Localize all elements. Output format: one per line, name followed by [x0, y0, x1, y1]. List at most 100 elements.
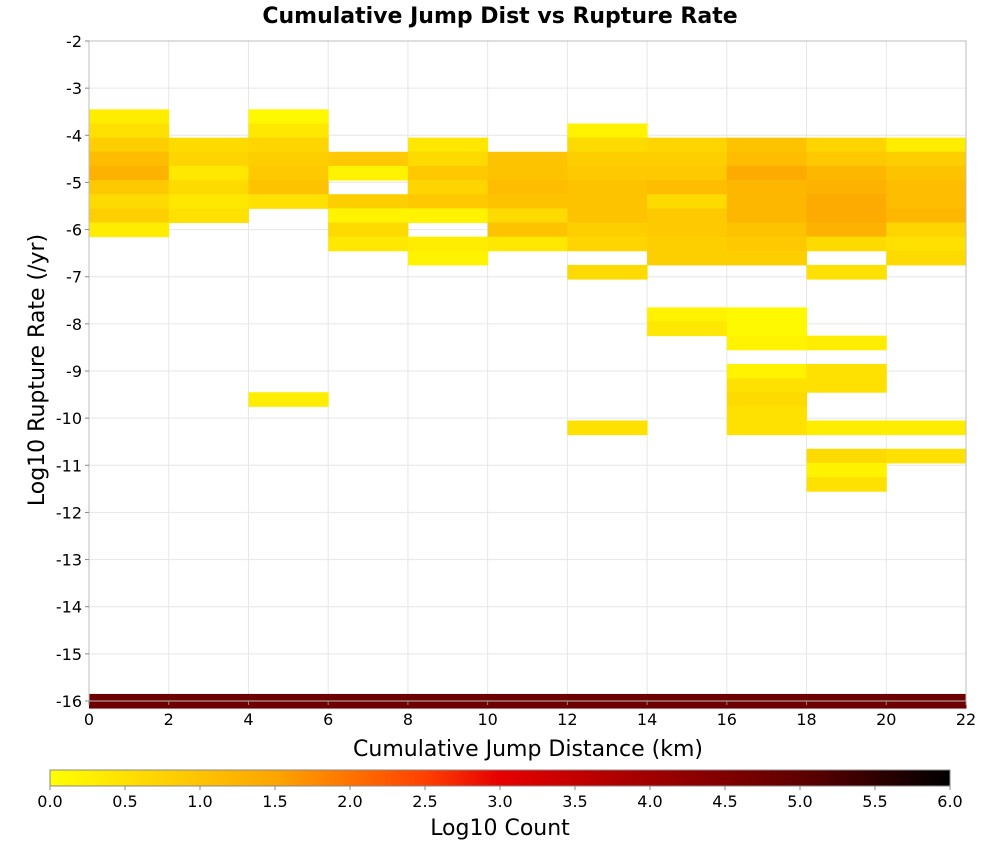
- y-tick-label: -7: [66, 268, 82, 287]
- heatmap-cell: [806, 448, 887, 464]
- x-tick-label: 12: [557, 710, 577, 729]
- x-tick-label: 18: [796, 710, 816, 729]
- y-axis-ticks: -2 -3 -4 -5 -6 -7 -8 -9 -10 -11 -12 -13 -14 -15 -16: [56, 32, 89, 711]
- x-tick-label: 2: [164, 710, 174, 729]
- heatmap-cell: [248, 123, 329, 139]
- heatmap-cell: [806, 420, 887, 436]
- x-tick-label: 16: [717, 710, 737, 729]
- heatmap-cell: [647, 151, 728, 167]
- heatmap-cell: [726, 420, 808, 436]
- x-axis-label: Cumulative Jump Distance (km): [353, 737, 703, 762]
- heatmap-cell: [567, 151, 648, 167]
- heatmap-cell: [248, 392, 329, 407]
- chart-title: Cumulative Jump Dist vs Rupture Rate: [262, 4, 737, 29]
- heatmap-cell: [806, 363, 887, 379]
- heatmap-cell: [567, 420, 648, 436]
- heatmap-cell: [726, 321, 808, 337]
- heatmap-cell: [647, 165, 728, 181]
- heatmap-cell: [726, 165, 808, 181]
- colorbar-tick-label: 1.0: [187, 792, 212, 811]
- colorbar-tick-label: 4.0: [637, 792, 662, 811]
- heatmap-cell: [89, 194, 170, 209]
- colorbar-tick-label: 4.5: [712, 792, 737, 811]
- heatmap-cell: [487, 222, 568, 238]
- heatmap-cell: [806, 264, 887, 280]
- heatmap-cells: [89, 109, 967, 709]
- heatmap-cell: [806, 378, 887, 393]
- heatmap-cell: [806, 462, 887, 478]
- colorbar-tick-label: 2.0: [337, 792, 362, 811]
- y-tick-label: -12: [56, 503, 82, 522]
- y-tick-label: -13: [56, 551, 82, 570]
- heatmap-cell: [567, 180, 648, 195]
- heatmap-cell: [567, 137, 648, 153]
- heatmap-cell: [806, 137, 887, 153]
- heatmap-cell: [89, 137, 170, 153]
- colorbar-tick-label: 0.0: [37, 792, 62, 811]
- heatmap-cell: [168, 137, 249, 153]
- heatmap-cell: [89, 180, 170, 195]
- heatmap-cell: [328, 151, 409, 167]
- heatmap-cell: [567, 194, 648, 209]
- colorbar-tick-label: 6.0: [937, 792, 962, 811]
- y-tick-label: -9: [66, 362, 82, 381]
- heatmap-cell: [726, 392, 808, 407]
- heatmap-cell: [886, 208, 967, 223]
- heatmap-cell: [89, 151, 170, 167]
- y-tick-label: -4: [66, 126, 82, 145]
- heatmap-cell: [89, 165, 170, 181]
- x-tick-label: 10: [477, 710, 497, 729]
- y-tick-label: -10: [56, 409, 82, 428]
- heatmap-cell: [806, 151, 887, 167]
- colorbar-tick-label: 3.5: [562, 792, 587, 811]
- heatmap-cell: [328, 194, 409, 209]
- heatmap-cell: [407, 180, 489, 195]
- heatmap-cell: [726, 137, 808, 153]
- colorbar-tick-label: 1.5: [262, 792, 287, 811]
- colorbar-tick-label: 2.5: [412, 792, 437, 811]
- heatmap-cell: [806, 165, 887, 181]
- heatmap-cell: [726, 236, 808, 252]
- heatmap-cell: [886, 250, 967, 266]
- y-tick-label: -14: [56, 598, 82, 617]
- colorbar-tick-label: 0.5: [112, 792, 137, 811]
- heatmap-cell: [726, 180, 808, 195]
- heatmap-cell: [647, 137, 728, 153]
- heatmap-cell: [726, 222, 808, 238]
- heatmap-cell: [647, 250, 728, 266]
- x-tick-label: 6: [323, 710, 333, 729]
- heatmap-cell: [407, 151, 489, 167]
- heatmap-cell: [168, 151, 249, 167]
- heatmap-cell: [168, 194, 249, 209]
- heatmap-cell: [567, 165, 648, 181]
- y-tick-label: -15: [56, 645, 82, 664]
- heatmap-cell: [886, 420, 967, 436]
- y-tick-label: -2: [66, 32, 82, 51]
- heatmap-cell: [806, 222, 887, 238]
- y-tick-label: -5: [66, 173, 82, 192]
- heatmap-cell: [886, 194, 967, 209]
- y-tick-label: -8: [66, 315, 82, 334]
- heatmap-cell: [89, 109, 170, 124]
- heatmap-cell: [407, 165, 489, 181]
- heatmap-cell: [248, 180, 329, 195]
- heatmap-cell: [647, 194, 728, 209]
- heatmap-cell: [806, 194, 887, 209]
- heatmap-cell: [567, 123, 648, 139]
- x-tick-label: 4: [243, 710, 253, 729]
- colorbar-tick-label: 3.0: [487, 792, 512, 811]
- heatmap-cell: [407, 250, 489, 266]
- heatmap-cell: [407, 137, 489, 153]
- heatmap-cell: [407, 236, 489, 252]
- heatmap-cell: [726, 335, 808, 351]
- heatmap-cell: [886, 165, 967, 181]
- heatmap-cell: [168, 180, 249, 195]
- heatmap-cell: [328, 222, 409, 238]
- heatmap-cell: [806, 208, 887, 223]
- heatmap-cell: [567, 208, 648, 223]
- heatmap-cell: [407, 194, 489, 209]
- heatmap-cell: [726, 250, 808, 266]
- heatmap-cell: [248, 151, 329, 167]
- heatmap-cell: [806, 477, 887, 492]
